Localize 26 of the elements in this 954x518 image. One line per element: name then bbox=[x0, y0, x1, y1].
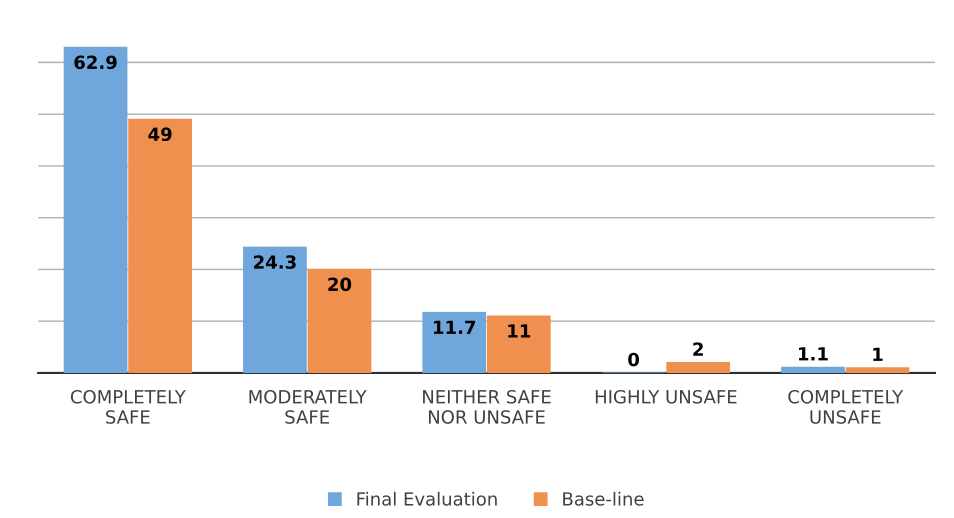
x-tick-label: HIGHLY UNSAFE bbox=[596, 390, 737, 404]
data-label: 49 bbox=[148, 127, 172, 142]
bar bbox=[666, 362, 730, 373]
data-label: 11.7 bbox=[434, 320, 476, 334]
legend-label: Base-line bbox=[563, 492, 644, 506]
x-tick-label: COMPLETELY SAFE bbox=[70, 390, 186, 424]
legend-label: Final Evaluation bbox=[357, 492, 497, 506]
bar bbox=[308, 268, 372, 373]
x-tick-label: COMPLETELY UNSAFE bbox=[788, 390, 904, 424]
data-label: 0 bbox=[628, 352, 640, 366]
data-label: 1 bbox=[873, 348, 883, 361]
x-tick-label: MODERATELY SAFE bbox=[249, 390, 367, 424]
bar bbox=[846, 367, 910, 373]
data-label: 11 bbox=[508, 324, 530, 338]
data-label: 1.1 bbox=[799, 347, 828, 360]
data-label: 2 bbox=[693, 342, 703, 356]
bar bbox=[781, 366, 845, 373]
bar bbox=[422, 312, 486, 373]
bar bbox=[486, 315, 551, 373]
data-label: 24.3 bbox=[254, 255, 296, 269]
bar bbox=[128, 118, 192, 373]
x-tick-label: NEITHER SAFE NOR UNSAFE bbox=[423, 390, 551, 424]
bar bbox=[64, 46, 128, 373]
data-label: 62.9 bbox=[74, 55, 117, 70]
bar bbox=[243, 246, 307, 373]
data-label: 20 bbox=[328, 278, 352, 292]
